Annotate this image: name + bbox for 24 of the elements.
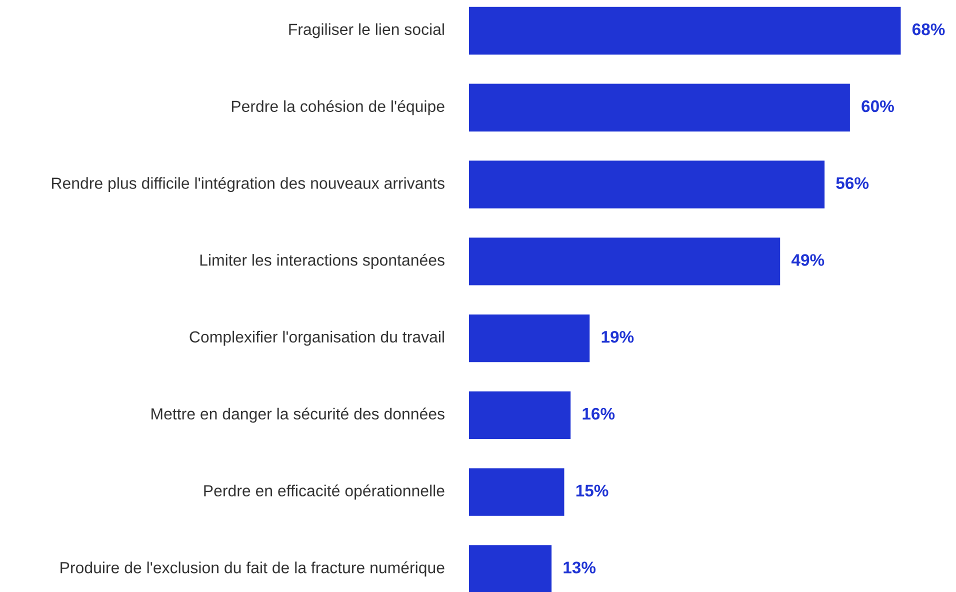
data-label: 16% — [582, 408, 615, 420]
data-label: 13% — [564, 562, 596, 574]
data-label: 60% — [862, 100, 894, 112]
data-label: 56% — [836, 177, 869, 189]
y-tick-label: Limiter les interactions spontanées — [200, 254, 444, 269]
y-tick-label: Fragiliser le lien social — [289, 23, 444, 38]
data-label: 19% — [602, 330, 634, 343]
y-tick-label: Rendre plus difficile l'intégration des nouveaux arrivants — [52, 176, 444, 192]
y-tick-label: Perdre la cohésion de l'équipe — [232, 100, 444, 116]
y-tick-label: Perdre en efficacité opérationnelle — [204, 484, 444, 500]
bar — [469, 545, 552, 592]
y-tick-label: Mettre en danger la sécurité des données — [152, 408, 444, 423]
bar — [469, 314, 590, 362]
bar — [469, 391, 571, 440]
bar — [469, 6, 901, 55]
y-tick-label: Complexifier l'organisation du travail — [190, 330, 444, 346]
data-label: 68% — [912, 23, 945, 36]
bar — [469, 238, 780, 286]
data-label: 15% — [576, 484, 608, 497]
bar — [469, 84, 850, 132]
y-tick-label: Produire de l'exclusion du fait de la fracture numérique — [60, 561, 444, 576]
bar — [469, 160, 825, 208]
data-label: 49% — [791, 254, 824, 266]
bar — [469, 468, 564, 516]
